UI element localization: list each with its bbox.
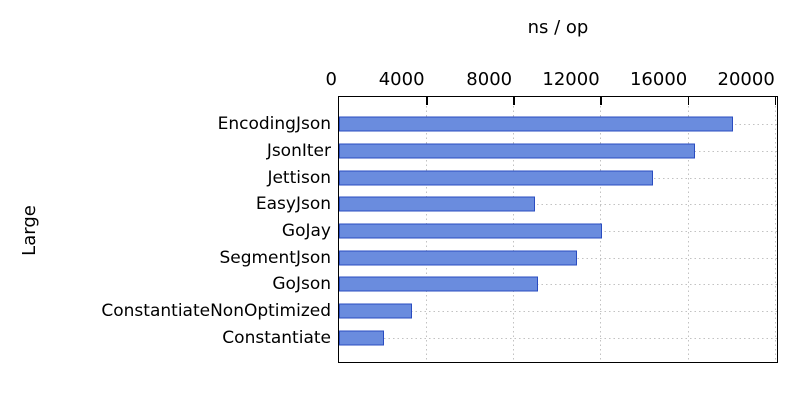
row-gridline	[339, 311, 777, 313]
bar-JsonIter	[339, 143, 695, 159]
category-label: SegmentJson	[219, 247, 331, 268]
category-label: ConstantiateNonOptimized	[101, 301, 331, 322]
bar-row: JsonIter	[267, 138, 777, 165]
gridline	[687, 97, 689, 362]
bar-EncodingJson	[339, 116, 733, 132]
x-tick-label: 12000	[542, 69, 600, 90]
row-gridline	[339, 284, 777, 286]
row-gridline	[339, 204, 777, 206]
x-tick-label: 20000	[717, 69, 775, 90]
bar-row: Jettison	[267, 164, 777, 191]
bar-Constantiate	[339, 330, 384, 346]
bar-SegmentJson	[339, 250, 578, 266]
category-label: Jettison	[267, 167, 331, 188]
x-tick-label: 16000	[629, 69, 688, 90]
category-label: EncodingJson	[217, 114, 331, 135]
bar-row: EncodingJson	[218, 111, 777, 138]
tick-mark	[426, 97, 428, 105]
tick-mark	[774, 97, 777, 105]
chart-title: ns / op	[527, 17, 589, 38]
x-tick-label: 0	[325, 69, 337, 90]
x-tick-label: 8000	[466, 69, 513, 90]
bar-EasyJson	[339, 196, 535, 212]
bar-ConstantiateNonOptimized	[339, 303, 412, 319]
bar-row: ConstantiateNonOptimized	[101, 298, 777, 325]
bar-Jettison	[339, 170, 654, 186]
tick-mark	[513, 97, 515, 105]
y-axis-label: Large	[0, 97, 58, 363]
x-tick-label: 4000	[378, 69, 425, 90]
category-label: Constantiate	[222, 327, 331, 348]
bar-GoJson	[339, 276, 539, 292]
bar-rows: EncodingJson JsonIter Jettison EasyJson GoJa…	[101, 97, 777, 362]
tick-mark	[687, 97, 690, 105]
y-axis-label-text: Large	[18, 204, 40, 256]
category-label: GoJson	[272, 274, 331, 295]
tick-mark	[600, 97, 602, 105]
bar-row: SegmentJson	[219, 244, 777, 271]
bar-row: Constantiate	[222, 324, 777, 351]
plot-area: EncodingJson JsonIter Jettison EasyJson GoJa…	[101, 96, 778, 363]
row-gridline	[339, 337, 777, 339]
gridline	[774, 97, 776, 362]
bar-GoJay	[339, 223, 603, 239]
category-label: JsonIter	[266, 141, 331, 161]
x-axis-tick-labels: 0 4000 8000 12000 16000 20000	[326, 69, 778, 91]
bar-row: GoJay	[282, 218, 777, 245]
bar-row: GoJson	[272, 271, 777, 298]
bar-row: EasyJson	[256, 191, 777, 218]
category-label: GoJay	[281, 221, 331, 242]
category-label: EasyJson	[255, 194, 331, 215]
